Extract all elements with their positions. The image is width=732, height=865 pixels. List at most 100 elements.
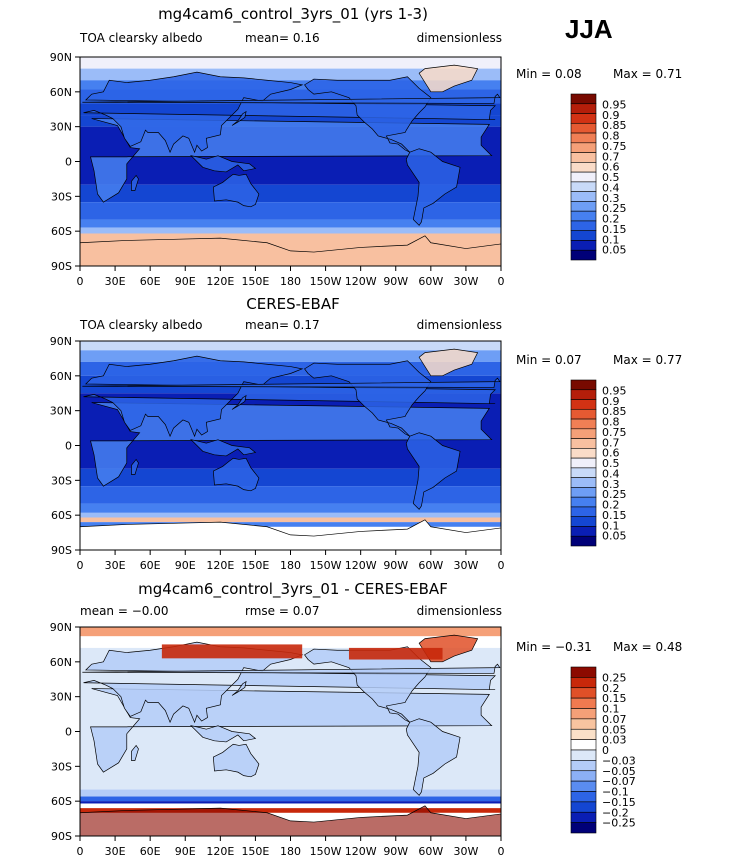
land-samerica: [405, 718, 461, 796]
land-uk: [82, 377, 501, 388]
labelbar-label: 0.05: [602, 244, 627, 257]
zonal-band-9: [80, 219, 501, 228]
x-tick-label: 150E: [241, 845, 269, 858]
labelbar-box: [570, 220, 597, 232]
panel-3-left-label: mean = −0.00: [80, 604, 169, 618]
panel-3-max-label: Max = 0.48: [613, 640, 683, 654]
labelbar-label: 0.2: [602, 499, 620, 512]
y-tick-label: 60S: [51, 509, 72, 522]
labelbar-box: [570, 718, 597, 730]
season-label: JJA: [565, 14, 613, 44]
land-antarctica: [80, 519, 501, 550]
labelbar-label: 0.75: [602, 426, 627, 439]
arctic-positive-region-2: [348, 647, 443, 660]
land-madagascar: [131, 744, 139, 761]
y-tick-label: 60N: [50, 656, 72, 669]
x-tick-label: 120E: [206, 845, 234, 858]
x-tick-label: 60E: [140, 845, 161, 858]
x-tick-label: 180: [280, 275, 301, 288]
labelbar-box: [570, 230, 597, 241]
labelbar-box: [570, 535, 597, 547]
zonal-band-0: [80, 57, 501, 69]
y-tick-label: 30N: [50, 121, 72, 134]
x-tick-label: 120E: [206, 559, 234, 572]
x-tick-label: 60W: [418, 275, 443, 288]
x-tick-label: 180: [280, 845, 301, 858]
zonal-band-8: [80, 808, 501, 813]
panel-1-title: mg4cam6_control_3yrs_01 (yrs 1-3): [158, 5, 428, 23]
land-samerica: [405, 148, 461, 226]
zonal-band-6: [80, 801, 501, 804]
labelbar-box: [570, 399, 597, 410]
labelbar-label: 0.4: [602, 467, 620, 480]
labelbar-box: [570, 103, 597, 114]
y-tick-label: 90S: [51, 260, 72, 273]
land-australia: [212, 457, 260, 492]
labelbar-box: [570, 162, 597, 173]
land-namerica: [304, 646, 432, 723]
labelbar-box: [570, 113, 597, 124]
labelbar-box: [570, 477, 597, 488]
land-uk: [82, 663, 501, 674]
labelbar-box: [570, 181, 597, 192]
labelbar-box: [570, 457, 597, 469]
labelbar-box: [570, 438, 597, 449]
labelbar-box: [570, 666, 597, 678]
labelbar-label: 0.1: [602, 233, 620, 246]
labelbar-label: 0.03: [602, 734, 627, 747]
panel-3-title: mg4cam6_control_3yrs_01 - CERES-EBAF: [138, 580, 448, 598]
zonal-band-0: [80, 627, 501, 637]
x-tick-label: 0: [77, 559, 84, 572]
land-samerica: [405, 432, 461, 510]
arctic-positive-region: [161, 644, 303, 659]
map-2-field: [80, 341, 501, 550]
x-tick-label: 120W: [345, 559, 377, 572]
x-tick-label: 120W: [345, 275, 377, 288]
y-tick-label: 60S: [51, 795, 72, 808]
x-tick-label: 90W: [383, 845, 408, 858]
labelbar-label: 0.8: [602, 130, 620, 143]
labelbar-box: [570, 791, 597, 803]
labelbar-box: [570, 142, 597, 153]
panel-3-units-label: dimensionless: [416, 604, 502, 618]
y-tick-label: 0: [65, 440, 72, 453]
panel-2-left-label: TOA clearsky albedo: [80, 318, 203, 332]
labelbar-box: [570, 516, 597, 527]
labelbar-box: [570, 389, 597, 400]
panel-3-rmse-label: rmse = 0.07: [245, 604, 320, 618]
y-tick-label: 30N: [50, 691, 72, 704]
zonal-band-6: [80, 486, 501, 504]
labelbar-label: 0.7: [602, 436, 620, 449]
x-tick-label: 90E: [175, 559, 196, 572]
land-madagascar: [131, 458, 139, 475]
land-indonesia: [190, 725, 257, 743]
panel-1-min-label: Min = 0.08: [516, 67, 582, 81]
panel-2-mean-label: mean= 0.17: [245, 318, 320, 332]
y-tick-label: 60N: [50, 370, 72, 383]
x-tick-label: 0: [498, 845, 505, 858]
labelbar-box: [570, 191, 597, 202]
labelbar-label: 0.25: [602, 202, 627, 215]
panel-2-min-label: Min = 0.07: [516, 353, 582, 367]
x-tick-label: 30E: [105, 845, 126, 858]
land-indonesia: [190, 439, 257, 457]
land-indonesia: [190, 155, 257, 173]
labelbar-label: 0.5: [602, 457, 620, 470]
panel-1-mean-label: mean= 0.16: [245, 31, 320, 45]
labelbar-label: 0.4: [602, 181, 620, 194]
zonal-band-8: [80, 512, 501, 518]
panel-1-max-label: Max = 0.71: [613, 67, 683, 81]
labelbar-box: [570, 708, 597, 720]
land-antarctica: [80, 805, 501, 836]
labelbar-box: [570, 122, 597, 134]
labelbar-label: 0.15: [602, 223, 627, 236]
labelbar-box: [570, 408, 597, 420]
zonal-band-7: [80, 184, 501, 203]
labelbar-label: 0.85: [602, 405, 627, 418]
labelbar-label: 0.25: [602, 488, 627, 501]
x-tick-label: 120W: [345, 845, 377, 858]
zonal-band-1: [80, 350, 501, 362]
labelbar-box: [570, 467, 597, 478]
labelbar-box: [570, 687, 597, 699]
